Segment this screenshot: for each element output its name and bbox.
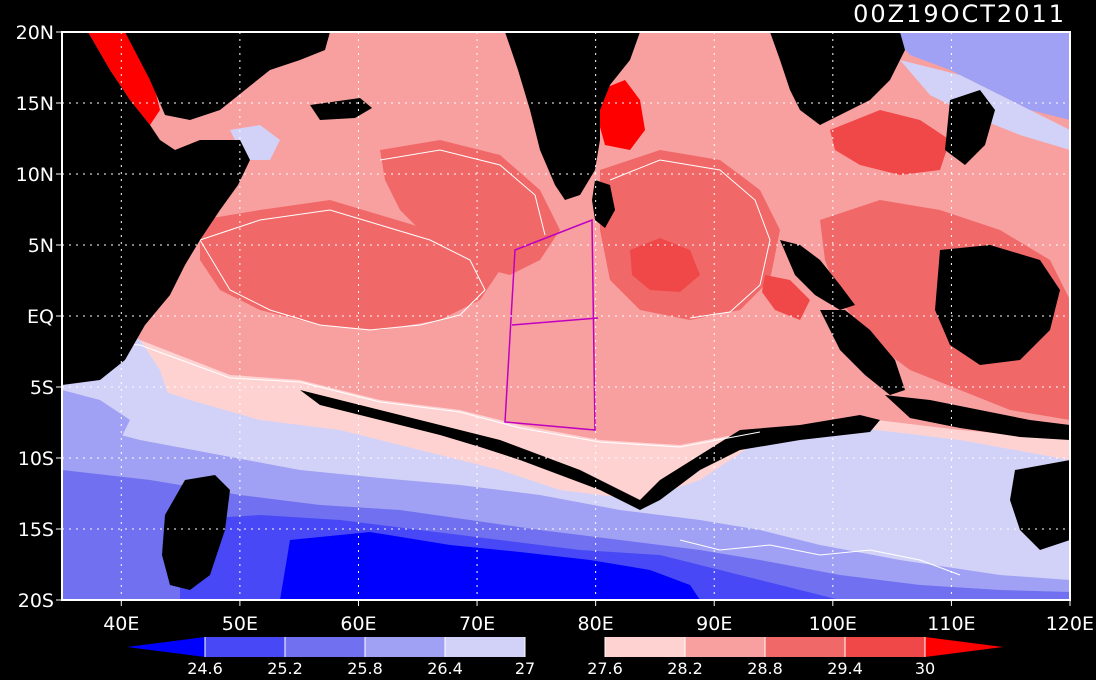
colorbar-labels: 24.6 25.2 25.8 26.4 27 27.6 28.2 28.8 29.4 30 xyxy=(187,659,935,678)
lat-label: EQ xyxy=(27,306,54,328)
colorbar-level-label: 24.6 xyxy=(187,659,223,678)
land-malay-peninsula xyxy=(780,240,855,310)
colorbar-box xyxy=(845,637,925,657)
isotherm-contours xyxy=(62,149,961,576)
colorbar-level-label: 29.4 xyxy=(827,659,863,678)
colorbar-level-label: 28.2 xyxy=(667,659,703,678)
colorbar-level-label: 27.6 xyxy=(587,659,623,678)
land-indochina xyxy=(770,32,905,125)
land-india xyxy=(505,32,640,200)
colorbar-level-label: 25.2 xyxy=(267,659,303,678)
lon-label: 80E xyxy=(578,613,614,635)
lon-label: 100E xyxy=(809,613,857,635)
colorbar-box xyxy=(365,637,445,657)
timestamp-title: 00Z19OCT2011 xyxy=(853,0,1066,28)
colorbar-box xyxy=(765,637,845,657)
lat-label: 15N xyxy=(16,93,54,115)
warm-core-east-india xyxy=(598,80,645,150)
colorbar-box xyxy=(285,637,365,657)
longitude-labels: 40E 50E 60E 70E 80E 90E 100E 110E 120E xyxy=(103,600,1094,635)
land-borneo xyxy=(935,245,1060,365)
warm-core-red-sea xyxy=(88,32,160,125)
lon-label: 40E xyxy=(103,613,139,635)
land-sumatra xyxy=(820,310,905,395)
warm-core-bengal xyxy=(630,238,700,292)
colorbar-level-label: 28.8 xyxy=(747,659,783,678)
lat-label: 10S xyxy=(18,448,54,470)
lat-label: 10N xyxy=(16,164,54,186)
lon-label: 70E xyxy=(459,613,495,635)
lat-label: 5S xyxy=(30,377,54,399)
colorbar-arrow-high xyxy=(925,637,1003,657)
colorbar-level-label: 27 xyxy=(515,659,535,678)
lat-label: 20N xyxy=(16,22,54,44)
cool-patch-northeast xyxy=(890,32,1070,120)
colorbar-level-label: 26.4 xyxy=(427,659,463,678)
land-arabia xyxy=(125,32,330,120)
colorbar-box xyxy=(205,637,285,657)
lat-lon-grid xyxy=(62,32,1070,600)
colorbar-box xyxy=(605,637,685,657)
lon-label: 120E xyxy=(1046,613,1094,635)
warm-core-gulf-of-thailand xyxy=(830,110,950,175)
band-below-24-6 xyxy=(280,532,700,600)
lat-label: 15S xyxy=(18,519,54,541)
colorbar-level-label: 25.8 xyxy=(347,659,383,678)
land-sri-lanka xyxy=(592,180,615,228)
colorbar xyxy=(127,637,1003,657)
land-philippines xyxy=(945,90,995,165)
colorbar-arrow-low xyxy=(127,637,205,657)
lat-label: 5N xyxy=(28,235,54,257)
warm-core-andaman xyxy=(762,275,810,320)
land-madagascar xyxy=(162,475,230,590)
cool-patch-somali-inner xyxy=(62,390,130,440)
land-africa xyxy=(62,32,250,385)
lon-label: 110E xyxy=(927,613,975,635)
land-java xyxy=(885,395,1070,440)
land-australia xyxy=(1010,460,1070,550)
lon-label: 90E xyxy=(696,613,732,635)
colorbar-box xyxy=(685,637,765,657)
latitude-labels: 20N 15N 10N 5N EQ 5S 10S 15S 20S xyxy=(16,22,62,612)
lat-label: 20S xyxy=(18,590,54,612)
colorbar-box xyxy=(445,637,525,657)
lon-label: 50E xyxy=(222,613,258,635)
lon-label: 60E xyxy=(340,613,376,635)
study-region-box xyxy=(504,218,599,431)
band-27-6 xyxy=(300,390,880,510)
land-masses xyxy=(62,32,1070,590)
colorbar-box xyxy=(525,637,605,657)
colorbar-level-label: 30 xyxy=(915,659,935,678)
warm-pool-central xyxy=(380,140,560,275)
